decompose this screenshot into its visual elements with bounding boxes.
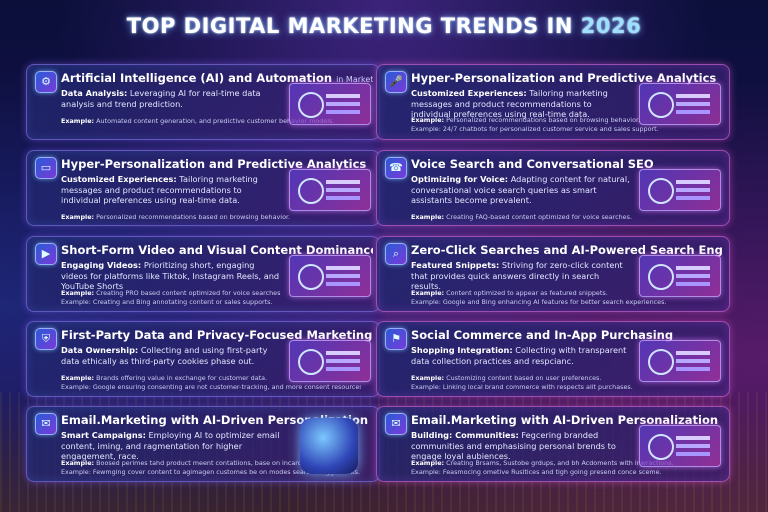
- card-title: Hyper-Personalization and Predictive Ana…: [411, 71, 717, 85]
- title-main: TOP DIGITAL MARKETING TRENDS IN: [126, 14, 573, 38]
- trend-card-hyper-personalization-2: ▭ Hyper-Personalization and Predictive A…: [26, 150, 380, 226]
- card-subtitle: Customized Experiences: Tailoring market…: [61, 174, 258, 205]
- card-title: Short-Form Video and Visual Content Domi…: [61, 243, 373, 257]
- card-illustration: [289, 169, 371, 211]
- card-title: Voice Search and Conversational SEO: [411, 157, 654, 171]
- card-example: Example: Automated content generation, a…: [61, 117, 335, 125]
- card-title: Artificial Intelligence (AI) and Automat…: [61, 71, 373, 85]
- card-example: Example: Customizing content based on us…: [411, 374, 602, 382]
- card-illustration: [289, 83, 371, 125]
- card-example: Example: Boosed perimes tahd product mee…: [61, 459, 323, 467]
- phone-icon: ☎: [385, 157, 407, 179]
- card-subtitle: Featured Snippets: Striving for zero-cli…: [411, 260, 623, 291]
- card-illustration: [289, 255, 371, 297]
- card-example: Example: Creating FAQ-based content opti…: [411, 213, 632, 221]
- card-illustration: [289, 340, 371, 382]
- trend-card-social-commerce: ⚑ Social Commerce and In-App Purchasing …: [376, 321, 730, 397]
- card-subtitle: Optimizing for Voice: Adapting content f…: [411, 174, 630, 205]
- card-example: Example: Creating PRO based content opti…: [61, 289, 281, 297]
- trend-card-hyper-personalization-1: 🎤 Hyper-Personalization and Predictive A…: [376, 64, 730, 140]
- card-title: Social Commerce and In-App Purchasing: [411, 328, 674, 342]
- page-title: TOP DIGITAL MARKETING TRENDS IN 2026: [0, 14, 768, 38]
- card-example-2: Example: Feasmocing ometive Rusitices an…: [411, 468, 662, 476]
- trend-card-short-form-video: ▶ Short-Form Video and Visual Content Do…: [26, 236, 380, 312]
- card-illustration: [639, 255, 721, 297]
- video-icon: ▶: [35, 243, 57, 265]
- card-subtitle: Smart Campaigns: Employing AI to optimiz…: [61, 430, 280, 461]
- trend-card-voice-search: ☎ Voice Search and Conversational SEO Op…: [376, 150, 730, 226]
- email-icon: ✉: [385, 413, 407, 435]
- ai-chip-icon: ⚙: [35, 71, 57, 93]
- shopping-bag-icon: ⚑: [385, 328, 407, 350]
- card-subtitle: Engaging Videos: Prioritizing short, eng…: [61, 260, 280, 291]
- card-example: Example: Creating Brsams, Sustobe grdups…: [411, 459, 674, 467]
- card-illustration: [639, 340, 721, 382]
- card-title: Email.Marketing with AI-Driven Personali…: [411, 413, 719, 427]
- card-subtitle: Data Analysis: Leveraging AI for real-ti…: [61, 88, 261, 109]
- card-title: Zero-Click Searches and AI-Powered Searc…: [411, 243, 723, 257]
- card-example-2: Example: Fewmging cover content to agima…: [61, 468, 361, 476]
- card-example: Example: Personalized recommendations ba…: [61, 213, 291, 221]
- microphone-icon: 🎤: [385, 71, 407, 93]
- card-example-2: Example: Creating and Bing annotating co…: [61, 298, 273, 306]
- card-example-2: Example: Linking local brand commerce wi…: [411, 383, 633, 391]
- card-subtitle: Data Ownership: Collecting and using fir…: [61, 345, 268, 366]
- card-subtitle: Customized Experiences: Tailoring market…: [411, 88, 608, 119]
- card-illustration: [639, 425, 721, 467]
- card-title: Email.Marketing with AI-Driven Personali…: [61, 413, 369, 427]
- trend-card-first-party-data: ⛨ First-Party Data and Privacy-Focused M…: [26, 321, 380, 397]
- card-illustration: [639, 169, 721, 211]
- card-title: First-Party Data and Privacy-Focused Mar…: [61, 328, 373, 342]
- card-example: Example: Content optimized to appear as …: [411, 289, 608, 297]
- monitor-icon: ▭: [35, 157, 57, 179]
- card-example: Example: Personalized recommendations ba…: [411, 116, 641, 124]
- trend-card-ai-automation: ⚙ Artificial Intelligence (AI) and Autom…: [26, 64, 380, 140]
- title-year: 2026: [580, 14, 642, 38]
- search-icon: ⌕: [385, 243, 407, 265]
- trend-card-email-marketing-2: ✉ Email.Marketing with AI-Driven Persona…: [376, 406, 730, 482]
- email-icon: ✉: [35, 413, 57, 435]
- card-subtitle: Shopping Integration: Collecting with tr…: [411, 345, 627, 366]
- card-subtitle: Building: Communities: Fegcering branded…: [411, 430, 616, 461]
- card-example-2: Example: Google and Bing enhancing AI fe…: [411, 298, 667, 306]
- card-example: Example: Brands offering value in exchan…: [61, 374, 268, 382]
- vr-headset-illustration: [300, 418, 358, 474]
- card-example-2: Example: Google ensuring consenting are …: [61, 383, 361, 391]
- card-title: Hyper-Personalization and Predictive Ana…: [61, 157, 367, 171]
- trend-card-zero-click: ⌕ Zero-Click Searches and AI-Powered Sea…: [376, 236, 730, 312]
- shield-icon: ⛨: [35, 328, 57, 350]
- card-illustration: [639, 83, 721, 125]
- card-example-2: Example: 24/7 chatbots for personalized …: [411, 125, 659, 133]
